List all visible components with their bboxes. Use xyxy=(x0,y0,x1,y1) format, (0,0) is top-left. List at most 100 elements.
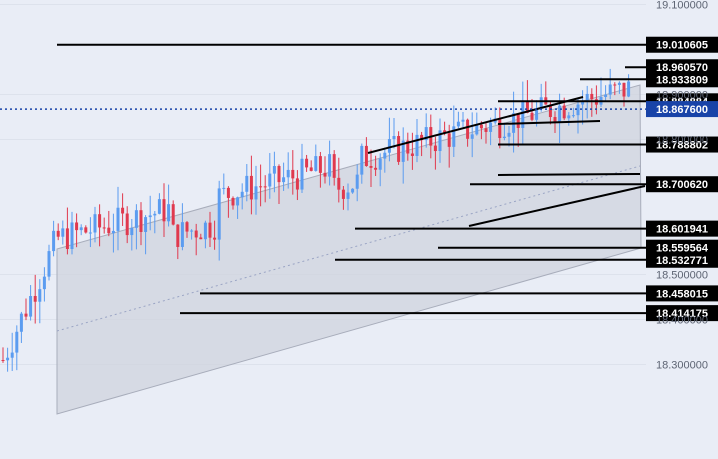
candle xyxy=(226,186,230,218)
price-level[interactable]: 18.559564 xyxy=(438,239,718,256)
candle-body xyxy=(521,100,525,128)
price-level[interactable]: 18.414175 xyxy=(180,305,718,322)
candle xyxy=(305,154,309,172)
price-level[interactable]: 18.601941 xyxy=(355,220,718,237)
trend-line[interactable] xyxy=(468,185,646,227)
candle xyxy=(236,196,240,219)
candle xyxy=(240,183,244,210)
candle-body xyxy=(144,217,148,232)
candle xyxy=(208,211,212,247)
candle xyxy=(249,155,253,215)
candle-body xyxy=(286,169,290,178)
candle-body xyxy=(213,237,217,240)
price-level[interactable]: 18.700620 xyxy=(470,176,718,193)
candle xyxy=(489,117,493,146)
price-level[interactable]: 18.933809 xyxy=(580,71,718,88)
trend-line[interactable] xyxy=(497,173,641,176)
candle-body xyxy=(167,204,171,222)
candle-body xyxy=(309,167,313,171)
candle-body xyxy=(420,134,424,141)
level-price-tag xyxy=(646,59,718,76)
price-axis[interactable]: 19.100000 18.900000 18.800000 18.500000 18.4… xyxy=(656,0,708,372)
candle xyxy=(98,204,102,247)
candle xyxy=(10,332,14,371)
candle-body xyxy=(369,166,373,168)
candle xyxy=(470,112,474,158)
trend-line[interactable] xyxy=(497,120,601,125)
trend-line[interactable] xyxy=(367,96,584,154)
trend-lines xyxy=(367,96,646,227)
candle-body xyxy=(47,251,51,277)
candle-body xyxy=(1,360,5,361)
candle xyxy=(341,185,345,210)
level-price-label: 18.788802 xyxy=(656,140,708,152)
candle xyxy=(525,80,529,114)
candle xyxy=(286,152,290,189)
candle xyxy=(24,298,28,321)
candle-body xyxy=(29,295,33,317)
candle xyxy=(125,206,129,244)
candle-body xyxy=(332,154,336,178)
candle-body xyxy=(401,140,405,162)
candle-body xyxy=(567,115,571,119)
price-level[interactable]: 19.010605 xyxy=(57,36,718,53)
candle-body xyxy=(15,331,19,353)
candle-body xyxy=(489,122,493,132)
candle-body xyxy=(19,313,23,332)
candle xyxy=(1,347,5,363)
candle xyxy=(516,113,520,147)
candle-body xyxy=(406,140,410,154)
candle xyxy=(203,220,207,249)
candle xyxy=(622,82,626,107)
candle-body xyxy=(613,84,617,86)
candle xyxy=(406,132,410,161)
candle xyxy=(162,183,166,238)
candle-body xyxy=(470,134,474,139)
price-level[interactable]: 18.458015 xyxy=(200,285,718,302)
candle xyxy=(282,162,286,191)
candle-body xyxy=(88,232,92,234)
candle-body xyxy=(93,214,97,233)
candle xyxy=(502,122,506,141)
current-price-tag xyxy=(646,101,718,118)
horizontal-levels: 19.01060518.96057018.93380918.88488418.7… xyxy=(57,36,718,322)
candle xyxy=(314,144,318,172)
candle xyxy=(194,223,198,256)
candle xyxy=(627,74,631,98)
candle-body xyxy=(346,192,350,199)
price-level[interactable]: 18.960570 xyxy=(625,59,718,76)
y-tick-label: 18.300000 xyxy=(656,360,708,372)
candle-body xyxy=(374,167,378,170)
candle xyxy=(268,153,272,199)
candle-body xyxy=(622,82,626,97)
candle-body xyxy=(475,124,479,135)
candle xyxy=(102,217,106,234)
candle-body xyxy=(249,175,253,200)
candle xyxy=(231,196,235,210)
candle-body xyxy=(337,177,341,190)
candle-body xyxy=(162,199,166,222)
candle-body xyxy=(397,136,401,162)
candle-body xyxy=(259,186,263,188)
candle-body xyxy=(171,204,175,225)
candle-body xyxy=(516,113,520,128)
price-level[interactable]: 18.532771 xyxy=(335,251,718,268)
current-price-label: 18.867600 xyxy=(656,104,708,116)
candle xyxy=(199,233,203,240)
candle xyxy=(576,97,580,134)
candle-body xyxy=(263,186,267,188)
level-price-tag xyxy=(646,251,718,268)
price-level[interactable]: 18.788802 xyxy=(498,136,718,153)
candle xyxy=(272,151,276,193)
candle xyxy=(52,220,56,257)
candle xyxy=(420,131,424,157)
candle-body xyxy=(107,227,111,234)
candle xyxy=(410,132,414,170)
candle-body xyxy=(581,101,585,105)
candle xyxy=(369,149,373,187)
candle-body xyxy=(553,117,557,122)
candle-body xyxy=(571,115,575,117)
candle xyxy=(355,164,359,202)
